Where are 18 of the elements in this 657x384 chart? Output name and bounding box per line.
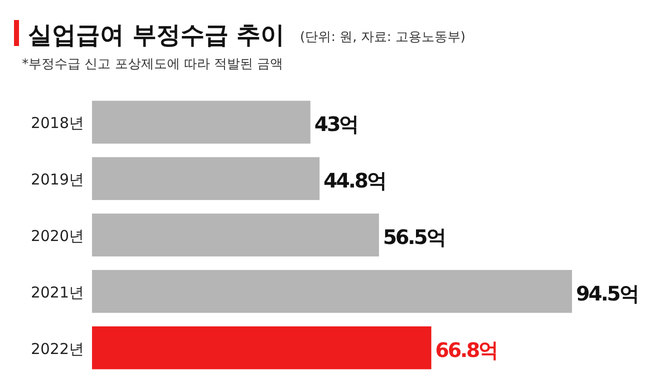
y-tick-label: 2019년 (30, 170, 84, 189)
text: *부정수급 신고 포상제도에 따라 적발된 금액 (22, 57, 284, 72)
bar (92, 270, 572, 313)
data-label: 66.8억 (435, 338, 498, 362)
chart-subtitle: (단위: 원, 자료: 고용노동부) (300, 30, 466, 45)
y-tick-label: 2022년 (30, 340, 84, 358)
data-label: 56.5억 (382, 225, 445, 249)
data-label: 94.5억 (576, 281, 638, 306)
y-tick-label: 2018년 (30, 114, 84, 132)
data-label: 43억 (314, 112, 358, 136)
bar (92, 157, 320, 200)
y-tick-label: 2020년 (30, 227, 84, 245)
data-label: 44.8억 (324, 168, 386, 193)
bar (92, 214, 379, 256)
bar (92, 326, 432, 370)
y-tick-label: 2021년 (30, 283, 84, 302)
chart-title: 실업급여 부정수급 추이 (28, 21, 285, 49)
bar (92, 100, 310, 144)
